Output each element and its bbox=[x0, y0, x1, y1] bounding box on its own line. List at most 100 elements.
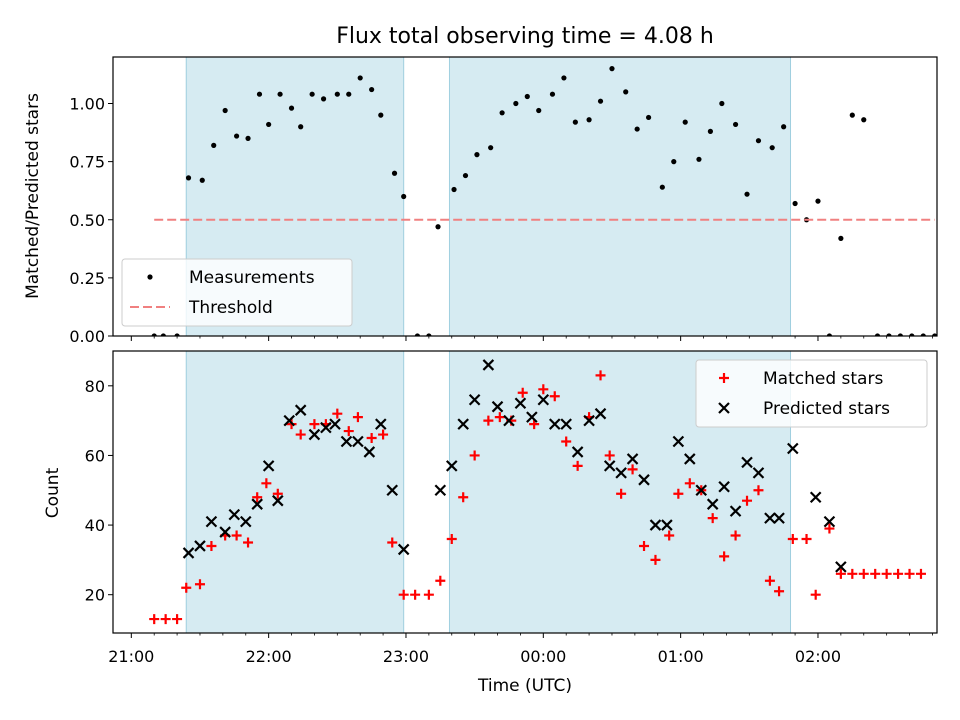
measurement-point bbox=[266, 121, 272, 128]
predicted-star-point bbox=[684, 453, 696, 465]
measurement-point bbox=[234, 133, 240, 139]
legend-label: Matched stars bbox=[763, 369, 883, 389]
matched-star-point bbox=[664, 530, 675, 541]
predicted-star-point bbox=[468, 393, 481, 406]
matched-star-point bbox=[915, 568, 926, 579]
matched-star-point bbox=[435, 575, 446, 586]
predicted-star-point bbox=[219, 526, 231, 538]
predicted-star-point bbox=[809, 491, 822, 503]
measurement-point bbox=[646, 114, 652, 121]
measurement-point bbox=[513, 100, 519, 107]
predicted-star-point bbox=[594, 407, 607, 420]
predicted-star-point bbox=[352, 435, 364, 448]
measurement-point bbox=[838, 235, 844, 241]
predicted-star-point bbox=[787, 442, 799, 455]
matched-star-point bbox=[366, 433, 377, 444]
predicted-star-point bbox=[672, 435, 685, 448]
measurement-point bbox=[369, 86, 375, 93]
matched-star-point bbox=[206, 540, 217, 551]
legend: Matched stars Predicted stars bbox=[695, 359, 928, 428]
matched-star-point bbox=[181, 582, 192, 593]
matched-star-point bbox=[753, 485, 764, 496]
predicted-star-point bbox=[491, 400, 504, 413]
x-tick-label: 02:00 bbox=[795, 647, 841, 666]
measurement-point bbox=[769, 145, 775, 151]
predicted-star-point bbox=[239, 515, 252, 528]
matched-star-point bbox=[423, 589, 434, 600]
top-y-axis-label: Matched/Predicted stars bbox=[23, 93, 43, 299]
predicted-star-point bbox=[626, 453, 639, 465]
legend-label: Predicted stars bbox=[763, 399, 890, 419]
predicted-star-point bbox=[194, 540, 206, 552]
measurement-point bbox=[185, 175, 192, 181]
y-tick-label: 80 bbox=[85, 377, 105, 396]
measurement-point bbox=[597, 98, 604, 104]
matched-star-point bbox=[650, 554, 661, 565]
measurement-point bbox=[682, 119, 688, 125]
measurement-point bbox=[932, 333, 937, 336]
measurement-point bbox=[346, 91, 352, 97]
shaded-interval bbox=[448, 57, 792, 336]
predicted-star-point bbox=[752, 467, 765, 479]
predicted-star-point bbox=[308, 428, 321, 441]
measurement-point bbox=[391, 170, 398, 176]
measurement-point bbox=[288, 105, 295, 111]
predicted-star-point bbox=[638, 474, 650, 486]
matched-star-point bbox=[719, 551, 730, 562]
matched-star-point bbox=[627, 464, 638, 475]
predicted-star-point bbox=[571, 446, 584, 458]
legend-label: Threshold bbox=[188, 298, 273, 318]
matched-star-point bbox=[172, 614, 183, 625]
measurement-point bbox=[696, 156, 702, 162]
measurement-point bbox=[609, 66, 615, 72]
plot-area bbox=[151, 57, 937, 336]
matched-star-point bbox=[295, 429, 306, 440]
predicted-star-point bbox=[251, 498, 263, 510]
predicted-star-point bbox=[283, 414, 296, 427]
measurement-point bbox=[732, 121, 739, 128]
predicted-star-point bbox=[661, 519, 673, 531]
legend-label: Measurements bbox=[189, 268, 315, 288]
predicted-star-point bbox=[363, 446, 376, 458]
measurement-point bbox=[199, 177, 205, 183]
predicted-star-point bbox=[526, 411, 538, 423]
bottom-y-axis-label: Count bbox=[43, 467, 63, 518]
predicted-star-point bbox=[548, 418, 561, 430]
predicted-star-point bbox=[706, 498, 719, 510]
predicted-star-point bbox=[560, 418, 572, 430]
matched-star-point bbox=[730, 530, 741, 541]
matched-star-point bbox=[252, 492, 263, 503]
matched-star-point bbox=[561, 436, 572, 447]
matched-star-point bbox=[893, 568, 904, 579]
x-tick-label: 22:00 bbox=[246, 647, 292, 666]
legend-marker-dot bbox=[147, 274, 153, 280]
matched-star-point bbox=[858, 568, 869, 579]
axes-frame bbox=[112, 56, 938, 337]
measurement-point bbox=[426, 333, 432, 336]
predicted-star-point bbox=[375, 418, 387, 430]
matched-star-point bbox=[483, 415, 494, 426]
y-tick-label: 0.50 bbox=[69, 211, 105, 230]
predicted-star-point bbox=[615, 467, 627, 479]
measurement-point bbox=[320, 96, 327, 102]
matched-star-point bbox=[332, 408, 343, 419]
measurement-point bbox=[815, 198, 821, 204]
predicted-star-point bbox=[741, 456, 753, 469]
matched-star-point bbox=[824, 523, 835, 534]
measurement-point bbox=[755, 138, 762, 144]
matched-star-point bbox=[469, 450, 480, 461]
measurement-point bbox=[378, 112, 384, 118]
chart-title: Flux total observing time = 4.08 h bbox=[336, 24, 714, 49]
measurement-point bbox=[634, 126, 640, 132]
predicted-star-point bbox=[603, 460, 616, 472]
measurement-point bbox=[499, 110, 505, 116]
matched-star-point bbox=[410, 589, 421, 600]
predicted-star-point bbox=[228, 508, 241, 521]
measurement-point bbox=[744, 191, 750, 197]
legend-box bbox=[121, 258, 353, 327]
legend: Measurements Threshold bbox=[121, 258, 353, 327]
matched-star-point bbox=[673, 488, 684, 499]
measurement-point bbox=[462, 172, 469, 179]
measurement-point bbox=[826, 333, 833, 336]
